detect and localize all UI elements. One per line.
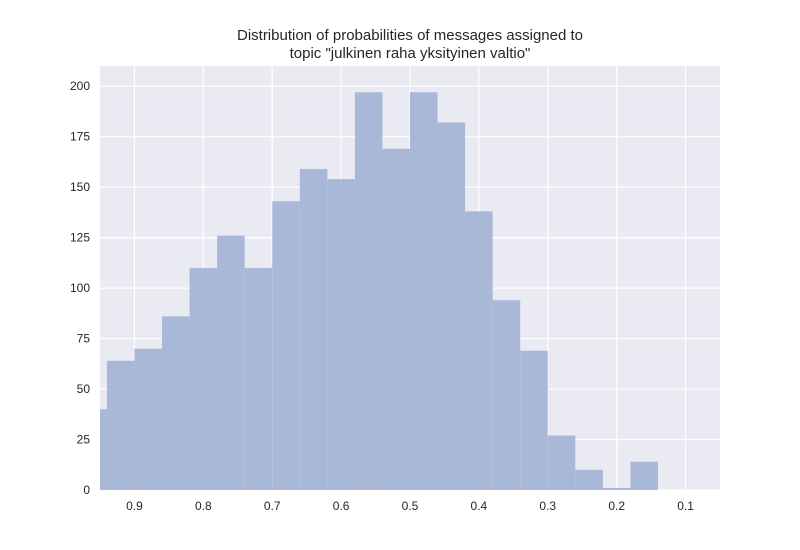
histogram-bar <box>244 267 273 490</box>
histogram-bars <box>100 92 658 490</box>
histogram-bar <box>575 469 603 490</box>
histogram-bar <box>162 316 190 490</box>
histogram-bar <box>630 461 658 490</box>
x-tick-label: 0.5 <box>402 499 419 513</box>
x-tick-label: 0.8 <box>195 499 212 513</box>
x-tick-label: 0.6 <box>333 499 350 513</box>
x-tick-label: 0.1 <box>677 499 694 513</box>
x-tick-label: 0.4 <box>471 499 488 513</box>
histogram-bar <box>217 235 245 490</box>
y-tick-label: 125 <box>70 231 90 245</box>
histogram-bar <box>437 122 466 490</box>
x-axis-tick-labels: 0.9 0.8 0.7 0.6 0.5 0.4 0.3 0.2 0.1 <box>126 499 694 513</box>
y-tick-label: 75 <box>77 332 91 346</box>
y-axis-tick-labels: 0 25 50 75 100 125 150 175 200 <box>70 79 90 497</box>
y-tick-label: 25 <box>77 433 91 447</box>
histogram-bar <box>354 92 383 490</box>
y-tick-label: 50 <box>77 382 91 396</box>
x-tick-label: 0.3 <box>539 499 556 513</box>
x-tick-label: 0.7 <box>264 499 281 513</box>
histogram-bar <box>520 350 548 490</box>
histogram-bar <box>272 201 300 490</box>
y-tick-label: 100 <box>70 281 90 295</box>
histogram-bar <box>382 148 410 490</box>
x-tick-label: 0.2 <box>608 499 625 513</box>
histogram-bar <box>299 168 328 490</box>
x-tick-label: 0.9 <box>126 499 143 513</box>
y-tick-label: 200 <box>70 79 90 93</box>
histogram-bar <box>134 348 162 490</box>
chart-title-line-2: topic "julkinen raha yksityinen valtio" <box>290 45 531 62</box>
y-tick-label: 150 <box>70 180 90 194</box>
histogram-bar <box>189 267 218 490</box>
chart-title-line-1: Distribution of probabilities of message… <box>237 27 583 44</box>
chart-title-group: Distribution of probabilities of message… <box>237 27 583 62</box>
histogram-bar <box>465 211 493 490</box>
histogram-bar <box>602 487 631 490</box>
histogram-bar <box>547 435 576 490</box>
histogram-bar <box>100 409 107 490</box>
histogram-bar <box>492 300 521 490</box>
histogram-bar <box>106 360 135 490</box>
y-tick-label: 175 <box>70 130 90 144</box>
y-tick-label: 0 <box>83 483 90 497</box>
histogram-bar <box>410 92 438 490</box>
histogram-bar <box>327 179 355 490</box>
